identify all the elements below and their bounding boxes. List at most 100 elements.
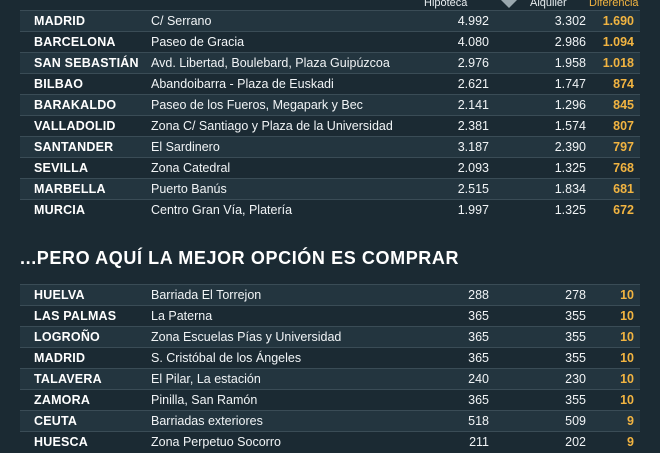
hipoteca-cell: 365 xyxy=(449,347,489,369)
table-row: CEUTA Barriadas exteriores 518 509 9 xyxy=(20,410,640,432)
diferencia-cell: 681 xyxy=(586,178,640,200)
alquiler-cell: 1.574 xyxy=(489,115,586,137)
table-row: BARCELONA Paseo de Gracia 4.080 2.986 1.094 xyxy=(20,31,640,53)
alquiler-cell: 355 xyxy=(489,326,586,348)
table-row: LAS PALMAS La Paterna 365 355 10 xyxy=(20,305,640,327)
hipoteca-cell: 365 xyxy=(449,305,489,327)
table-row: MADRID C/ Serrano 4.992 3.302 1.690 xyxy=(20,10,640,32)
alquiler-cell: 278 xyxy=(489,284,586,306)
alquiler-cell: 202 xyxy=(489,431,586,453)
alquiler-header: Alquiler xyxy=(530,0,567,9)
alquiler-cell: 509 xyxy=(489,410,586,432)
city-cell: SAN SEBASTIÁN xyxy=(20,52,151,74)
diferencia-cell: 1.018 xyxy=(586,52,640,74)
table-row: SANTANDER El Sardinero 3.187 2.390 797 xyxy=(20,136,640,158)
hipoteca-cell: 288 xyxy=(449,284,489,306)
city-cell: CEUTA xyxy=(20,410,151,432)
alquiler-cell: 1.958 xyxy=(489,52,586,74)
table-buy-better: HUELVA Barriada El Torrejon 288 278 10 LAS PA… xyxy=(20,284,640,453)
hipoteca-cell: 211 xyxy=(449,431,489,453)
section-title: ...PERO AQUÍ LA MEJOR OPCIÓN ES COMPRAR xyxy=(20,248,460,268)
table-row: ZAMORA Pinilla, San Ramón 365 355 10 xyxy=(20,389,640,411)
zone-cell: C/ Serrano xyxy=(151,10,441,32)
city-cell: HUELVA xyxy=(20,284,151,306)
alquiler-cell: 1.296 xyxy=(489,94,586,116)
table-row: HUESCA Zona Perpetuo Socorro 211 202 9 xyxy=(20,431,640,453)
hipoteca-cell: 2.381 xyxy=(441,115,489,137)
diferencia-cell: 9 xyxy=(586,431,640,453)
alquiler-cell: 355 xyxy=(489,347,586,369)
city-cell: MURCIA xyxy=(20,199,151,221)
zone-cell: S. Cristóbal de los Ángeles xyxy=(151,347,449,369)
diferencia-cell: 9 xyxy=(586,410,640,432)
hipoteca-cell: 365 xyxy=(449,389,489,411)
zone-cell: Zona C/ Santiago y Plaza de la Universid… xyxy=(151,115,441,137)
diferencia-cell: 874 xyxy=(586,73,640,95)
hipoteca-cell: 4.992 xyxy=(441,10,489,32)
city-cell: MARBELLA xyxy=(20,178,151,200)
city-cell: TALAVERA xyxy=(20,368,151,390)
table-row: BARAKALDO Paseo de los Fueros, Megapark y… xyxy=(20,94,640,116)
zone-cell: Zona Perpetuo Socorro xyxy=(151,431,449,453)
diferencia-cell: 10 xyxy=(586,389,640,411)
hipoteca-cell: 2.976 xyxy=(441,52,489,74)
hipoteca-cell: 1.997 xyxy=(441,199,489,221)
alquiler-cell: 230 xyxy=(489,368,586,390)
sort-arrow-icon xyxy=(501,0,517,8)
diferencia-cell: 10 xyxy=(586,305,640,327)
table-row: MURCIA Centro Gran Vía, Platería 1.997 1.32… xyxy=(20,199,640,221)
hipoteca-cell: 518 xyxy=(449,410,489,432)
table-row: BILBAO Abandoibarra - Plaza de Euskadi 2.6… xyxy=(20,73,640,95)
zone-cell: Barriadas exteriores xyxy=(151,410,449,432)
table-row: TALAVERA El Pilar, La estación 240 230 10 xyxy=(20,368,640,390)
column-header: Hipoteca Alquiler Diferencia xyxy=(0,0,660,10)
table-rent-better: MADRID C/ Serrano 4.992 3.302 1.690 BARCELONA… xyxy=(20,10,640,221)
alquiler-cell: 1.325 xyxy=(489,199,586,221)
hipoteca-cell: 2.093 xyxy=(441,157,489,179)
city-cell: BILBAO xyxy=(20,73,151,95)
table-row: SAN SEBASTIÁN Avd. Libertad, Boulebard, P… xyxy=(20,52,640,74)
hipoteca-cell: 3.187 xyxy=(441,136,489,158)
hipoteca-cell: 2.621 xyxy=(441,73,489,95)
table-row: LOGROÑO Zona Escuelas Pías y Universidad 3… xyxy=(20,326,640,348)
table-row: MADRID S. Cristóbal de los Ángeles 365 355 1… xyxy=(20,347,640,369)
diferencia-cell: 1.094 xyxy=(586,31,640,53)
zone-cell: Abandoibarra - Plaza de Euskadi xyxy=(151,73,441,95)
diferencia-cell: 10 xyxy=(586,284,640,306)
alquiler-cell: 2.390 xyxy=(489,136,586,158)
zone-cell: Paseo de Gracia xyxy=(151,31,441,53)
table-row: HUELVA Barriada El Torrejon 288 278 10 xyxy=(20,284,640,306)
hipoteca-cell: 240 xyxy=(449,368,489,390)
zone-cell: Pinilla, San Ramón xyxy=(151,389,449,411)
diferencia-cell: 672 xyxy=(586,199,640,221)
alquiler-cell: 355 xyxy=(489,305,586,327)
diferencia-cell: 10 xyxy=(586,368,640,390)
diferencia-cell: 1.690 xyxy=(586,10,640,32)
zone-cell: Zona Escuelas Pías y Universidad xyxy=(151,326,449,348)
hipoteca-cell: 2.515 xyxy=(441,178,489,200)
alquiler-cell: 2.986 xyxy=(489,31,586,53)
zone-cell: Centro Gran Vía, Platería xyxy=(151,199,441,221)
city-cell: HUESCA xyxy=(20,431,151,453)
table-row: MARBELLA Puerto Banús 2.515 1.834 681 xyxy=(20,178,640,200)
city-cell: BARCELONA xyxy=(20,31,151,53)
zone-cell: El Pilar, La estación xyxy=(151,368,449,390)
city-cell: ZAMORA xyxy=(20,389,151,411)
alquiler-cell: 3.302 xyxy=(489,10,586,32)
diferencia-cell: 10 xyxy=(586,347,640,369)
diferencia-cell: 797 xyxy=(586,136,640,158)
alquiler-cell: 1.747 xyxy=(489,73,586,95)
city-cell: BARAKALDO xyxy=(20,94,151,116)
zone-cell: Zona Catedral xyxy=(151,157,441,179)
city-cell: VALLADOLID xyxy=(20,115,151,137)
alquiler-cell: 1.325 xyxy=(489,157,586,179)
table-row: VALLADOLID Zona C/ Santiago y Plaza de la… xyxy=(20,115,640,137)
city-cell: LAS PALMAS xyxy=(20,305,151,327)
zone-cell: La Paterna xyxy=(151,305,449,327)
hipoteca-cell: 2.141 xyxy=(441,94,489,116)
zone-cell: Barriada El Torrejon xyxy=(151,284,449,306)
hipoteca-cell: 4.080 xyxy=(441,31,489,53)
city-cell: MADRID xyxy=(20,347,151,369)
zone-cell: Paseo de los Fueros, Megapark y Bec xyxy=(151,94,441,116)
city-cell: SANTANDER xyxy=(20,136,151,158)
